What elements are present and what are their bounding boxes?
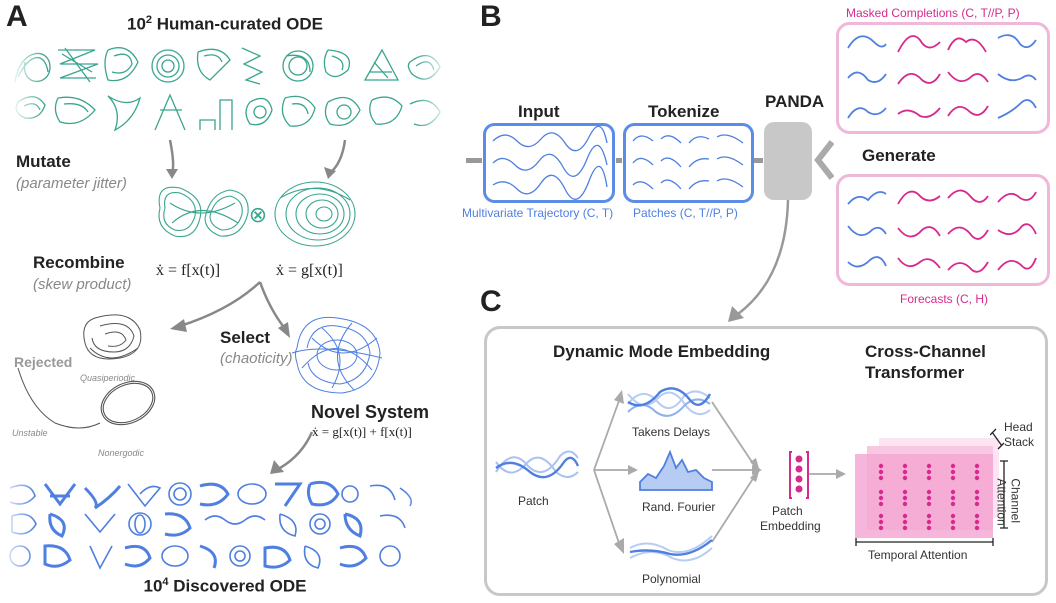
panel-c-container [484,326,1048,596]
polynomial-label: Polynomial [642,572,701,586]
novel-system-attractor [291,316,383,394]
masked-completions-box [836,22,1050,134]
channel-attention-label: Channel Attention [995,466,1056,525]
discovered-exp: 4 [162,576,169,588]
human-curated-attractor-gallery [10,42,450,137]
unstable-label: Unstable [12,428,48,438]
tokenize-connector [616,158,622,163]
discovered-title: 104 Discovered ODE [90,576,360,597]
forecasts-box [836,174,1050,286]
patch-embedding-vector [789,451,809,499]
patch-embedding-label-line2: Embedding [760,519,821,533]
mutated-attractors: ⊗ [158,181,356,247]
panel-a-label: A [6,0,28,33]
tokenize-title: Tokenize [648,102,720,121]
unstable-trajectory [17,367,101,429]
title-rest: Human-curated ODE [152,14,324,34]
panel-c-label: C [480,285,502,318]
multivariate-trajectory-label: Multivariate Trajectory (C, T) [462,206,614,220]
takens-delays-label: Takens Delays [632,425,711,439]
patch-signal [495,450,580,479]
mutate-arrows [166,139,347,179]
input-title: Input [518,102,560,121]
discover-arrow [270,431,314,474]
discovered-base: 10 [143,576,163,596]
temporal-attention-label: Temporal Attention [868,548,968,562]
spiral-attractor-g [274,181,356,247]
temporal-attention-bracket [855,538,994,546]
title-base: 10 [126,14,146,34]
rejected-label: Rejected [14,354,73,370]
input-connector [466,158,482,163]
generate-chevron [814,140,834,180]
input-trajectory-box [483,123,615,203]
forecasts-label: Forecasts (C, H) [900,292,989,306]
recombine-subtitle: (skew product) [33,276,132,293]
rejected-systems [17,314,156,429]
patches-label: Patches (C, T//P, P) [633,206,738,220]
cross-channel-title-line2: Transformer [865,363,965,382]
discovered-attractor-gallery [0,478,450,574]
select-arrows [170,281,290,338]
random-fourier-label: Rand. Fourier [642,500,716,514]
tokenize-patches-box [623,123,754,203]
mutate-subtitle: (parameter jitter) [16,175,127,192]
transformer-attention-stack [855,438,999,538]
nonergodic-label: Nonergodic [98,448,145,458]
equation-novel: ẋ = g[x(t)] + f[x(t)] [312,424,412,439]
mutate-label: Mutate [16,152,71,171]
head-stack-label-line2: Stack [1004,435,1035,449]
lorenz-attractor-f [158,186,249,238]
nonergodic-attractor [100,380,156,426]
equation-f: ẋ = f[x(t)] [156,262,221,279]
channel-attention-line1: Channel [1008,478,1023,524]
discovered-rest: Discovered ODE [168,576,307,596]
panda-title: PANDA [765,92,825,111]
quasiperiodic-attractor [83,314,142,360]
embedding-flow-arrows [593,390,846,554]
polynomial-signal [629,535,713,562]
select-subtitle: (chaoticity) [220,350,293,367]
panda-model-block [764,122,812,200]
recombine-label: Recombine [33,253,125,272]
takens-delays-signal [627,387,712,417]
head-stack-label-line1: Head [1004,420,1033,434]
channel-attention-line2: Attention [994,478,1009,526]
dynamic-mode-embedding-title: Dynamic Mode Embedding [553,342,771,361]
equation-g: ẋ = g[x(t)] [276,262,343,279]
panda-connector [754,158,763,163]
novel-system-label: Novel System [311,402,430,422]
quasiperiodic-label: Quasiperiodic [80,373,136,383]
generate-title: Generate [862,146,936,165]
cross-channel-title-line1: Cross-Channel [865,342,986,361]
title-exp: 2 [145,14,153,26]
head-stack-bracket [990,428,1005,450]
masked-completions-label: Masked Completions (C, T//P, P) [846,6,1020,20]
channel-attention-bracket [1000,460,1008,529]
select-label: Select [220,328,271,347]
human-curated-title: 102 Human-curated ODE [100,14,350,35]
panda-to-embedding-arrow [728,199,790,322]
random-fourier-spectrum [639,449,713,491]
patch-embedding-label-line1: Patch [772,504,803,518]
patch-label: Patch [518,494,549,508]
otimes-symbol: ⊗ [249,202,267,227]
panel-b-label: B [480,0,502,33]
